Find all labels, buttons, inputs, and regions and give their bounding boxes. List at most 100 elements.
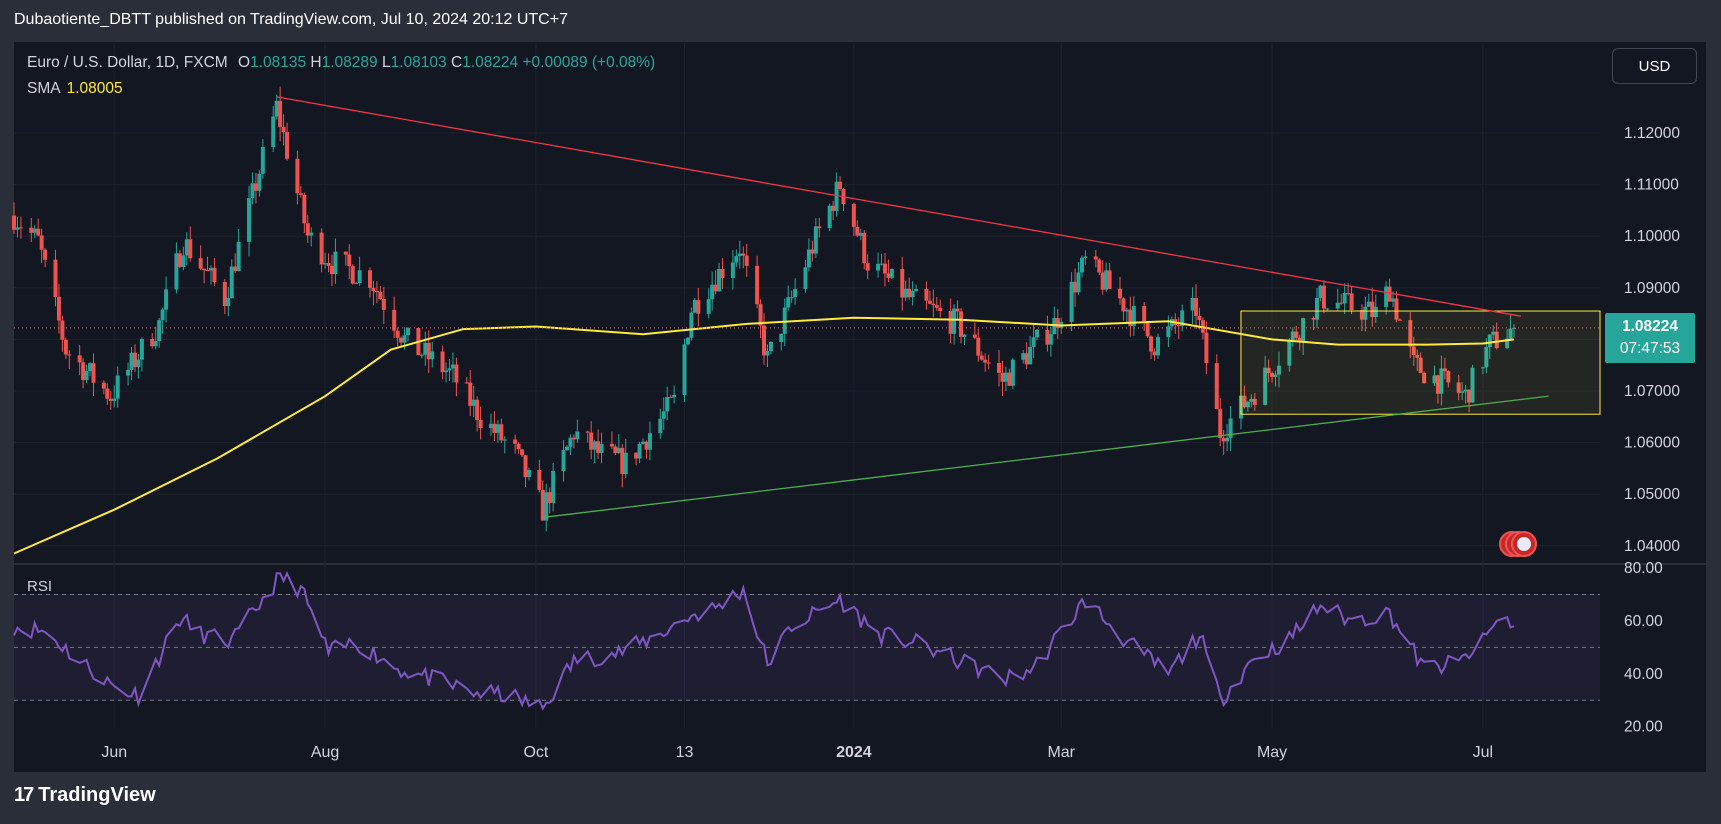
footer-brand[interactable]: 17 TradingView	[14, 784, 156, 807]
candle-body	[1439, 368, 1444, 394]
candle-body	[406, 327, 411, 336]
candle	[1418, 352, 1423, 374]
currency-button[interactable]: USD	[1612, 48, 1697, 84]
candle	[1024, 342, 1029, 369]
candle-body	[810, 249, 815, 254]
candle	[575, 419, 580, 443]
candle-body	[1435, 375, 1440, 394]
candle-body	[43, 249, 48, 260]
candle	[900, 256, 905, 311]
candle	[1366, 293, 1371, 307]
sma-label: SMA	[27, 80, 61, 97]
candle-body	[979, 355, 984, 360]
ohlc-legend: Euro / U.S. Dollar, 1D, FXCM O1.08135 H1…	[27, 54, 655, 72]
candle-body	[229, 266, 234, 299]
candle	[1314, 287, 1319, 328]
candle-body	[838, 181, 843, 189]
candle	[1494, 322, 1499, 350]
candle	[302, 192, 307, 233]
open-label: O	[238, 54, 251, 71]
candle-body	[478, 419, 483, 429]
candle-body	[1408, 320, 1413, 347]
symbol-title[interactable]: Euro / U.S. Dollar, 1D, FXCM	[27, 54, 228, 71]
candle	[495, 420, 500, 443]
candle	[623, 438, 628, 478]
candle-body	[1463, 389, 1468, 392]
candle-body	[281, 126, 286, 133]
candle	[115, 366, 120, 408]
candle-body	[1007, 372, 1012, 386]
candle-body	[1149, 336, 1154, 352]
candle-body	[696, 300, 701, 314]
candle	[1432, 365, 1437, 387]
candle-body	[1204, 332, 1209, 364]
candle-body	[1128, 309, 1133, 327]
candle-body	[56, 297, 61, 321]
candle	[426, 330, 431, 374]
candle-body	[924, 289, 929, 301]
candle-body	[1387, 286, 1392, 302]
candle-body	[1508, 328, 1513, 339]
candle-body	[236, 241, 241, 271]
rsi-pane	[13, 570, 1600, 711]
candle	[730, 250, 735, 290]
candle	[979, 351, 984, 361]
candle-body	[1107, 270, 1112, 289]
candle	[561, 440, 566, 482]
candle-body	[430, 351, 435, 360]
candle-body	[475, 399, 480, 420]
rsi-label[interactable]: RSI	[27, 578, 53, 595]
candle	[1149, 335, 1154, 360]
candle	[1007, 368, 1012, 387]
candle-body	[1117, 288, 1122, 299]
candle	[1128, 296, 1133, 337]
candle-body	[1152, 351, 1157, 356]
candle	[1342, 283, 1347, 314]
candle-body	[1145, 321, 1150, 337]
candle	[758, 299, 763, 339]
candle-body	[1342, 293, 1347, 304]
candle	[1190, 287, 1195, 324]
candle-body	[1048, 334, 1053, 345]
candle	[564, 445, 569, 451]
candle-body	[450, 364, 455, 369]
sma-legend[interactable]: SMA 1.08005	[27, 80, 123, 98]
candle-body	[1276, 365, 1281, 375]
candle-body	[717, 269, 722, 292]
candle	[1035, 328, 1040, 341]
candle-body	[661, 411, 666, 419]
last-price-value: 1.08224	[1621, 318, 1679, 335]
candle-body	[1470, 367, 1475, 403]
candle	[976, 328, 981, 362]
candle	[914, 284, 919, 292]
candle-body	[1131, 305, 1136, 327]
candle-body	[592, 441, 597, 450]
candle-body	[381, 298, 386, 310]
candle	[450, 352, 455, 383]
candle-body	[222, 282, 227, 306]
candle	[658, 408, 663, 439]
candle	[689, 307, 694, 341]
candle	[1010, 358, 1015, 390]
candle-body	[260, 147, 265, 174]
candle-body	[1228, 418, 1233, 438]
candle-body	[129, 352, 134, 370]
candle-body	[1031, 337, 1036, 347]
candle	[523, 454, 528, 488]
grid-lines	[14, 43, 1706, 728]
candle-body	[862, 232, 867, 264]
candle-body	[39, 235, 44, 250]
candle-body	[177, 253, 182, 268]
candle-body	[1370, 301, 1375, 318]
candle-body	[730, 262, 735, 278]
candle	[862, 230, 867, 270]
candle-body	[931, 303, 936, 306]
candle	[568, 434, 573, 456]
candle-body	[900, 269, 905, 298]
candle	[1069, 272, 1074, 331]
candle-body	[226, 298, 231, 306]
candle	[63, 337, 68, 359]
candle-body	[323, 263, 328, 265]
candle-body	[827, 205, 832, 229]
